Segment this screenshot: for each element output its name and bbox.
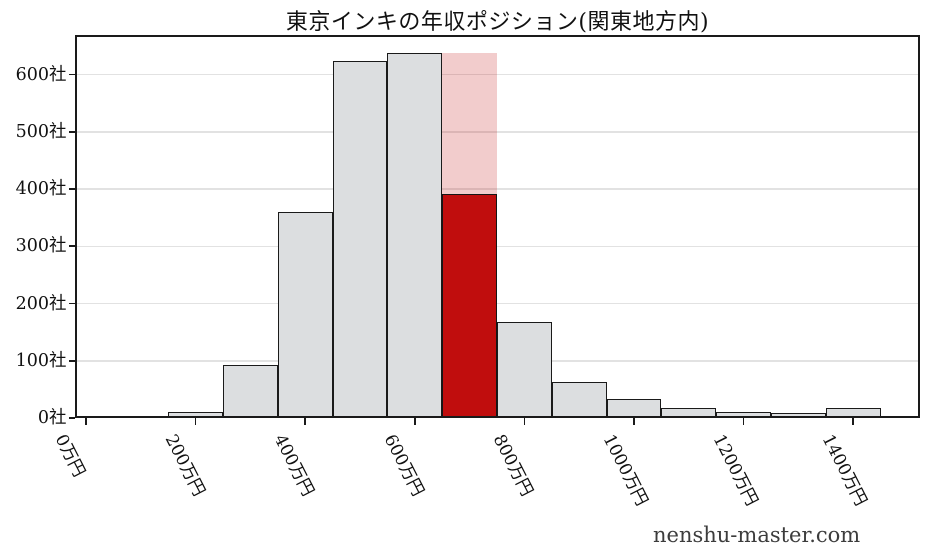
chart-title: 東京インキの年収ポジション(関東地方内)	[285, 10, 710, 35]
y-tick	[68, 359, 75, 362]
histogram-bar	[606, 398, 662, 418]
x-tick-label: 1200万円	[708, 431, 762, 510]
histogram-bar	[277, 211, 333, 418]
x-tick	[633, 418, 635, 425]
x-tick-label: 1400万円	[817, 431, 871, 510]
y-tick-label: 0社	[37, 408, 67, 428]
y-tick-label: 500社	[15, 121, 67, 142]
x-tick	[414, 418, 416, 425]
histogram-bar	[825, 408, 881, 418]
histogram-bar	[661, 408, 717, 418]
histogram-bar	[113, 416, 169, 418]
x-tick-label: 200万円	[160, 431, 209, 500]
y-tick	[68, 188, 75, 190]
histogram-bar	[551, 381, 607, 418]
x-tick-label: 400万円	[269, 431, 318, 500]
histogram-bar	[332, 61, 388, 418]
y-tick	[68, 130, 75, 133]
x-tick	[304, 418, 306, 425]
y-tick-label: 200社	[15, 293, 67, 314]
x-tick	[194, 418, 197, 425]
gridline-y-500	[75, 131, 920, 133]
y-tick	[68, 417, 75, 419]
x-tick	[523, 418, 526, 425]
y-tick-label: 400社	[15, 179, 67, 199]
gridline-y-600	[75, 73, 920, 76]
x-tick-label: 600万円	[379, 431, 428, 500]
x-tick	[85, 418, 87, 425]
x-tick	[852, 418, 854, 425]
x-tick-label: 800万円	[489, 431, 538, 500]
x-tick-label: 1000万円	[598, 431, 652, 510]
gridline-y-400	[75, 188, 920, 190]
y-tick-label: 600社	[15, 64, 67, 85]
x-tick-label: 0万円	[50, 431, 89, 481]
histogram-bar	[223, 365, 278, 418]
histogram-bar	[497, 321, 552, 418]
y-tick	[68, 302, 75, 305]
histogram-bar	[387, 52, 443, 418]
y-tick-label: 100社	[15, 350, 67, 371]
gridline-y-300	[75, 245, 920, 247]
histogram-bar	[771, 413, 826, 418]
y-tick	[68, 245, 75, 248]
x-tick	[742, 418, 745, 425]
y-tick-label: 300社	[15, 236, 67, 257]
watermark: nenshu-master.com	[653, 523, 861, 547]
y-tick	[68, 73, 75, 76]
gridline-y-200	[75, 302, 920, 305]
highlight-bar	[442, 194, 497, 418]
plot-area	[75, 35, 920, 418]
